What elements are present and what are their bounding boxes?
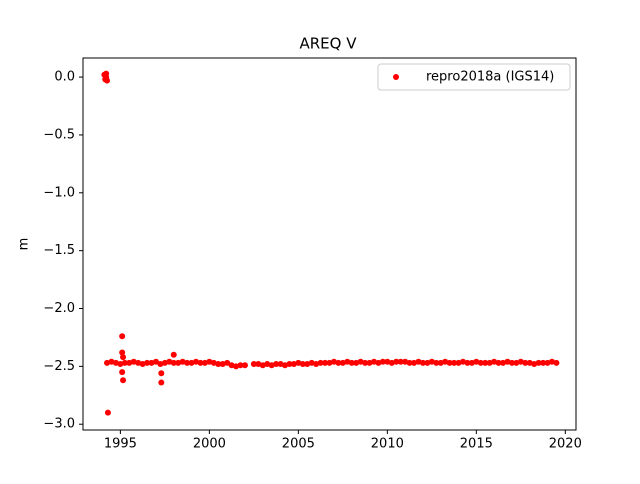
legend-label: repro2018a (IGS14) [426, 70, 554, 85]
y-tick-label: −2.5 [43, 359, 75, 374]
legend-box [377, 63, 571, 91]
point [158, 379, 165, 386]
point [286, 361, 293, 368]
chart-title: AREQ V [300, 35, 358, 53]
point [273, 361, 280, 368]
point [121, 359, 128, 366]
y-tick-label: 0.0 [54, 70, 75, 85]
point [104, 409, 111, 416]
y-axis-label: m [17, 238, 32, 251]
x-tick-label: 2020 [549, 437, 582, 452]
point [379, 358, 386, 365]
legend-marker [393, 74, 399, 80]
point [451, 359, 458, 366]
point [170, 351, 177, 358]
point [419, 359, 426, 366]
point [184, 359, 191, 366]
point [144, 359, 151, 366]
point [170, 359, 177, 366]
point [495, 359, 502, 366]
point [119, 349, 126, 356]
point [446, 359, 453, 366]
point [104, 77, 111, 84]
point [540, 359, 547, 366]
point [299, 361, 306, 368]
point [397, 358, 404, 365]
point [482, 359, 489, 366]
point [158, 370, 165, 377]
point [237, 362, 244, 369]
point [464, 359, 471, 366]
x-tick-label: 2010 [371, 437, 404, 452]
y-tick-label: −3.0 [43, 417, 75, 432]
point [508, 359, 515, 366]
point [477, 359, 484, 366]
point [119, 369, 126, 376]
point [241, 362, 248, 369]
point [120, 354, 127, 361]
point [120, 377, 127, 384]
point [393, 358, 400, 365]
point [152, 358, 159, 365]
x-tick-label: 1995 [104, 437, 137, 452]
point [522, 359, 529, 366]
plot-frame [82, 57, 577, 431]
point [335, 359, 342, 366]
y-tick-label: −1.0 [43, 185, 75, 200]
y-tick-label: −2.0 [43, 301, 75, 316]
y-tick-label: −0.5 [43, 127, 75, 142]
y-tick-label: −1.5 [43, 243, 75, 258]
x-tick-label: 2005 [282, 437, 315, 452]
point [119, 333, 126, 340]
point [215, 361, 222, 368]
point [553, 359, 560, 366]
point [224, 359, 231, 366]
point [433, 359, 440, 366]
point [322, 359, 329, 366]
point [348, 359, 355, 366]
point [197, 359, 204, 366]
point [535, 359, 542, 366]
point [406, 359, 413, 366]
point [317, 359, 324, 366]
point [362, 359, 369, 366]
x-tick-label: 2000 [193, 437, 226, 452]
point [250, 361, 257, 368]
x-tick-label: 2015 [460, 437, 493, 452]
